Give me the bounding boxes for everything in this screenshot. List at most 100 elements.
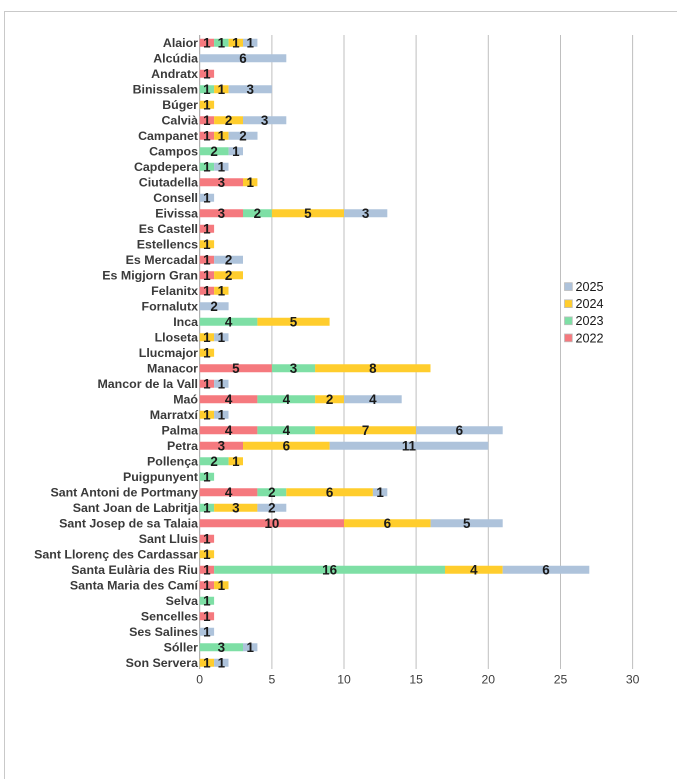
svg-text:2: 2	[210, 299, 217, 314]
svg-text:Inca: Inca	[173, 315, 198, 329]
svg-text:3: 3	[246, 82, 253, 97]
svg-text:3: 3	[232, 500, 239, 515]
svg-text:1: 1	[203, 330, 211, 345]
svg-text:Ciutadella: Ciutadella	[139, 176, 198, 190]
svg-text:16: 16	[322, 562, 337, 577]
svg-text:Sant Josep de sa Talaia: Sant Josep de sa Talaia	[59, 517, 198, 531]
svg-text:2025: 2025	[576, 280, 604, 294]
svg-text:Campanet: Campanet	[138, 129, 198, 143]
svg-text:Es Migjorn Gran: Es Migjorn Gran	[102, 269, 198, 283]
svg-text:1: 1	[203, 609, 211, 624]
svg-text:4: 4	[225, 314, 233, 329]
svg-text:6: 6	[384, 516, 391, 531]
svg-text:Sóller: Sóller	[164, 641, 199, 655]
svg-text:6: 6	[239, 51, 246, 66]
svg-text:3: 3	[218, 175, 225, 190]
svg-text:1: 1	[218, 578, 226, 593]
svg-text:Manacor: Manacor	[147, 362, 198, 376]
svg-text:1: 1	[203, 469, 211, 484]
svg-text:Fornalutx: Fornalutx	[142, 300, 199, 314]
svg-text:2023: 2023	[576, 314, 604, 328]
svg-text:1: 1	[218, 407, 226, 422]
svg-text:1: 1	[203, 66, 211, 81]
svg-text:Selva: Selva	[166, 594, 198, 608]
svg-text:1: 1	[203, 190, 211, 205]
svg-text:4: 4	[283, 392, 291, 407]
svg-text:5: 5	[463, 516, 471, 531]
svg-text:1: 1	[203, 268, 211, 283]
svg-text:1: 1	[218, 330, 226, 345]
svg-text:1: 1	[218, 128, 226, 143]
svg-text:3: 3	[218, 640, 225, 655]
svg-text:Es Mercadal: Es Mercadal	[126, 253, 198, 267]
svg-text:4: 4	[369, 392, 377, 407]
svg-text:5: 5	[269, 673, 276, 687]
svg-text:Santa Maria des Camí: Santa Maria des Camí	[70, 579, 199, 593]
svg-text:2: 2	[210, 454, 217, 469]
svg-text:7: 7	[362, 423, 369, 438]
svg-text:5: 5	[290, 314, 298, 329]
svg-text:5: 5	[304, 206, 312, 221]
svg-text:4: 4	[225, 485, 233, 500]
svg-text:2: 2	[239, 128, 246, 143]
svg-text:25: 25	[554, 673, 568, 687]
svg-text:1: 1	[218, 82, 226, 97]
svg-text:1: 1	[203, 500, 211, 515]
svg-text:Campos: Campos	[149, 145, 198, 159]
svg-text:2: 2	[254, 206, 261, 221]
svg-text:Alcúdia: Alcúdia	[153, 52, 198, 66]
svg-text:6: 6	[542, 562, 549, 577]
svg-text:1: 1	[203, 593, 211, 608]
svg-text:5: 5	[232, 361, 240, 376]
svg-text:Marratxí: Marratxí	[150, 408, 199, 422]
svg-text:1: 1	[376, 485, 384, 500]
svg-text:4: 4	[225, 423, 233, 438]
svg-text:1: 1	[203, 221, 211, 236]
svg-text:Felanitx: Felanitx	[151, 284, 198, 298]
svg-text:2024: 2024	[576, 297, 604, 311]
svg-text:3: 3	[218, 438, 225, 453]
svg-text:Llucmajor: Llucmajor	[139, 346, 198, 360]
svg-text:2: 2	[326, 392, 333, 407]
svg-text:1: 1	[218, 35, 226, 50]
svg-text:3: 3	[261, 113, 268, 128]
svg-text:11: 11	[402, 438, 417, 453]
svg-text:Consell: Consell	[153, 191, 198, 205]
svg-text:1: 1	[203, 345, 211, 360]
svg-text:2022: 2022	[576, 331, 604, 345]
svg-text:30: 30	[626, 673, 640, 687]
svg-text:1: 1	[203, 113, 211, 128]
svg-text:3: 3	[218, 206, 225, 221]
svg-text:8: 8	[369, 361, 377, 376]
svg-text:1: 1	[203, 531, 211, 546]
svg-text:1: 1	[203, 578, 211, 593]
svg-text:1: 1	[218, 376, 226, 391]
svg-text:Sant Lluis: Sant Lluis	[139, 532, 198, 546]
svg-text:Pollença: Pollença	[147, 455, 198, 469]
svg-text:Alaior: Alaior	[163, 36, 198, 50]
svg-text:2: 2	[268, 485, 275, 500]
svg-text:3: 3	[362, 206, 369, 221]
svg-text:4: 4	[283, 423, 291, 438]
svg-text:1: 1	[246, 175, 254, 190]
svg-text:1: 1	[203, 624, 211, 639]
svg-text:Sencelles: Sencelles	[141, 610, 198, 624]
svg-text:2: 2	[268, 500, 275, 515]
svg-text:3: 3	[290, 361, 297, 376]
svg-text:2: 2	[210, 144, 217, 159]
svg-text:Sant Antoni de Portmany: Sant Antoni de Portmany	[50, 486, 198, 500]
svg-text:Maó: Maó	[173, 393, 198, 407]
svg-text:1: 1	[203, 252, 211, 267]
svg-text:Lloseta: Lloseta	[155, 331, 198, 345]
svg-text:1: 1	[203, 376, 211, 391]
svg-text:Es Castell: Es Castell	[139, 222, 198, 236]
svg-text:2: 2	[225, 252, 232, 267]
svg-text:2: 2	[225, 113, 232, 128]
svg-text:10: 10	[264, 516, 279, 531]
svg-text:Palma: Palma	[161, 424, 198, 438]
svg-text:Calvià: Calvià	[161, 114, 198, 128]
svg-text:Andratx: Andratx	[151, 67, 198, 81]
svg-text:1: 1	[232, 35, 240, 50]
svg-text:Son Servera: Son Servera	[126, 656, 198, 670]
svg-text:1: 1	[203, 82, 211, 97]
